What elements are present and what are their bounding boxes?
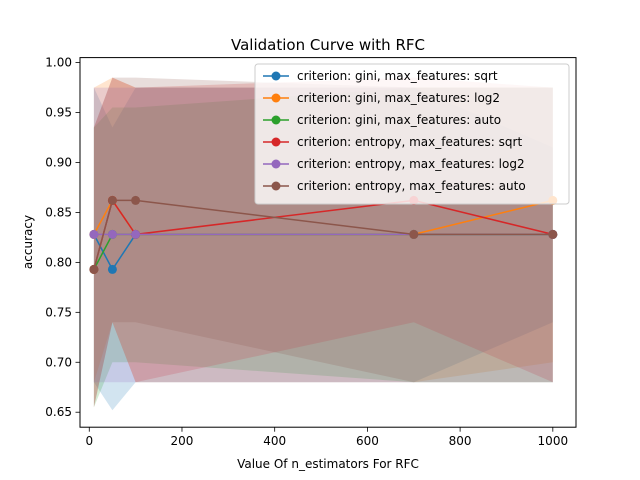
legend-label-series-3: criterion: gini, max_features: auto <box>297 113 501 127</box>
y-tick-label: 0.65 <box>45 405 72 419</box>
legend-marker-series-6 <box>271 181 281 191</box>
x-tick-label: 0 <box>85 434 93 448</box>
point-series-6 <box>107 195 117 205</box>
legend-marker-series-1 <box>271 71 281 81</box>
y-axis-label: accuracy <box>21 215 35 269</box>
legend-label-series-5: criterion: entropy, max_features: log2 <box>297 157 525 171</box>
x-tick-label: 600 <box>356 434 379 448</box>
legend-label-series-1: criterion: gini, max_features: sqrt <box>297 69 498 83</box>
axes-frame <box>79 57 577 428</box>
point-series-5 <box>89 229 99 239</box>
point-series-6 <box>131 195 141 205</box>
legend-label-series-6: criterion: entropy, max_features: auto <box>297 179 526 193</box>
point-series-5 <box>131 229 141 239</box>
legend-marker-series-3 <box>271 115 281 125</box>
y-tick-label: 0.95 <box>45 106 72 120</box>
y-tick-label: 1.00 <box>45 56 72 70</box>
y-axis-ticks: 0.65 0.70 0.75 0.80 0.85 0.90 0.95 1.00 <box>45 56 80 419</box>
point-series-1 <box>107 264 117 274</box>
chart-title: Validation Curve with RFC <box>231 36 425 54</box>
x-tick-label: 800 <box>449 434 472 448</box>
y-tick-label: 0.75 <box>45 305 72 319</box>
legend-label-series-4: criterion: entropy, max_features: sqrt <box>297 135 522 149</box>
point-series-6 <box>89 264 99 274</box>
legend-marker-series-4 <box>271 137 281 147</box>
series-lines <box>89 195 558 274</box>
point-series-6 <box>409 229 419 239</box>
y-tick-label: 0.70 <box>45 355 72 369</box>
x-tick-label: 400 <box>263 434 286 448</box>
x-tick-label: 200 <box>171 434 194 448</box>
legend-label-series-2: criterion: gini, max_features: log2 <box>297 91 500 105</box>
y-tick-label: 0.90 <box>45 155 72 169</box>
y-tick-label: 0.80 <box>45 255 72 269</box>
legend-box <box>254 63 570 205</box>
x-tick-label: 1000 <box>538 434 569 448</box>
point-series-6 <box>548 229 558 239</box>
point-series-5 <box>107 229 117 239</box>
x-axis-ticks: 0 200 400 600 800 1000 <box>85 427 568 448</box>
legend-marker-series-5 <box>271 159 281 169</box>
y-tick-label: 0.85 <box>45 205 72 219</box>
legend: criterion: gini, max_features: sqrt crite… <box>254 63 570 205</box>
x-axis-label: Value Of n_estimators For RFC <box>237 457 419 471</box>
legend-marker-series-2 <box>271 93 281 103</box>
